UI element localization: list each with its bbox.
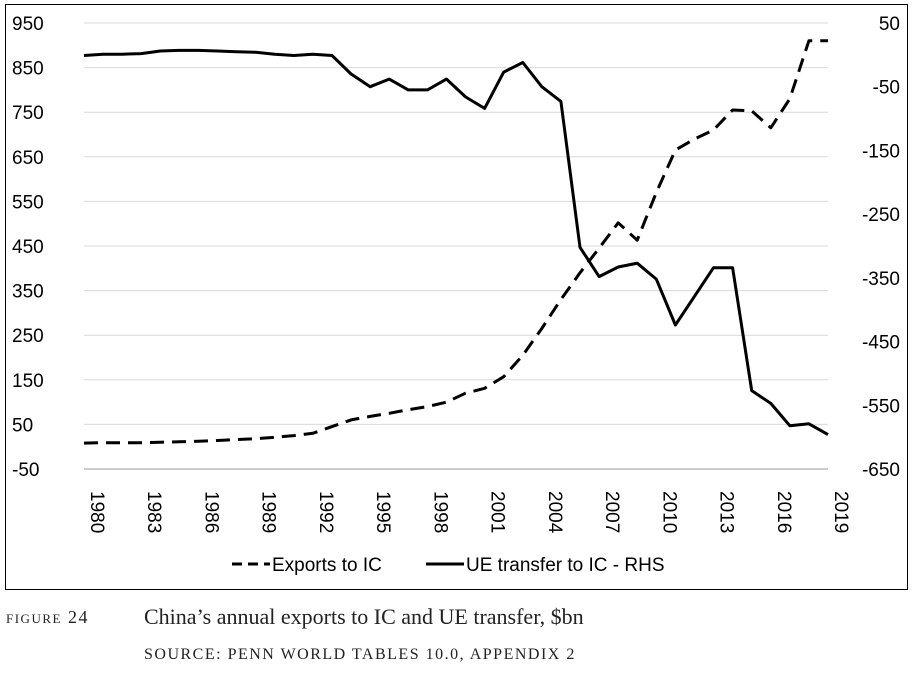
left-y-tick-label: 650 [12, 148, 44, 169]
series-lines [83, 39, 829, 445]
figure-title: China’s annual exports to IC and UE tran… [144, 604, 584, 629]
left-y-tick-label: 350 [12, 282, 44, 303]
left-y-tick-label: 450 [12, 237, 44, 258]
x-tick-label: 2013 [716, 491, 737, 533]
x-tick-label: 2004 [544, 491, 565, 534]
x-tick-label: 1980 [86, 491, 107, 533]
x-tick-label: 1986 [200, 491, 221, 533]
series-line-exports [83, 39, 828, 445]
x-tick-label: 2001 [487, 491, 508, 533]
x-tick-label: 2010 [658, 491, 679, 533]
left-y-axis: 950 850 750 650 550 450 350 250 150 50 -50 [12, 14, 44, 481]
right-y-tick-label: -550 [862, 396, 900, 417]
right-y-axis: 50 -50 -150 -250 -350 -450 -550 -650 [862, 14, 900, 481]
left-y-tick-label: 950 [12, 14, 44, 35]
right-y-tick-label: -250 [862, 205, 900, 226]
right-y-tick-label: -650 [862, 460, 900, 481]
chart-frame: 950 850 750 650 550 450 350 250 150 50 -50 50 -50 -1… [5, 4, 908, 590]
figure-source: SOURCE: PENN WORLD TABLES 10.0, APPENDIX… [144, 646, 576, 663]
legend-label-exports: Exports to IC [272, 555, 382, 576]
left-y-tick-label: 550 [12, 192, 44, 213]
x-tick-label: 1995 [372, 491, 393, 533]
left-y-tick-label: -50 [12, 460, 39, 481]
x-tick-label: 2019 [830, 491, 851, 533]
line-chart: 950 850 750 650 550 450 350 250 150 50 -50 50 -50 -1… [12, 14, 900, 576]
series-line-ue-transfer [83, 48, 829, 436]
right-y-tick-label: -50 [873, 78, 900, 99]
right-y-tick-label: -150 [862, 141, 900, 162]
gridlines [84, 22, 828, 470]
x-tick-label: 1992 [315, 491, 336, 533]
legend: Exports to IC UE transfer to IC - RHS [232, 555, 665, 576]
right-y-tick-label: -450 [862, 333, 900, 354]
right-y-tick-label: 50 [879, 14, 900, 35]
left-y-tick-label: 250 [12, 326, 44, 347]
right-y-tick-label: -350 [862, 269, 900, 290]
figure-number: FIGURE 24 [6, 607, 89, 627]
left-y-tick-label: 750 [12, 103, 44, 124]
left-y-tick-label: 850 [12, 59, 44, 80]
x-tick-label: 2007 [601, 491, 622, 533]
x-tick-label: 1989 [258, 491, 279, 533]
x-tick-label: 1983 [143, 491, 164, 533]
legend-label-ue-transfer: UE transfer to IC - RHS [466, 555, 665, 576]
x-axis: 1980 1983 1986 1989 1992 1995 1998 2001 2004 2007… [86, 491, 851, 534]
x-tick-label: 1998 [429, 491, 450, 533]
x-tick-label: 2016 [773, 491, 794, 533]
left-y-tick-label: 50 [12, 415, 33, 436]
left-y-tick-label: 150 [12, 371, 44, 392]
